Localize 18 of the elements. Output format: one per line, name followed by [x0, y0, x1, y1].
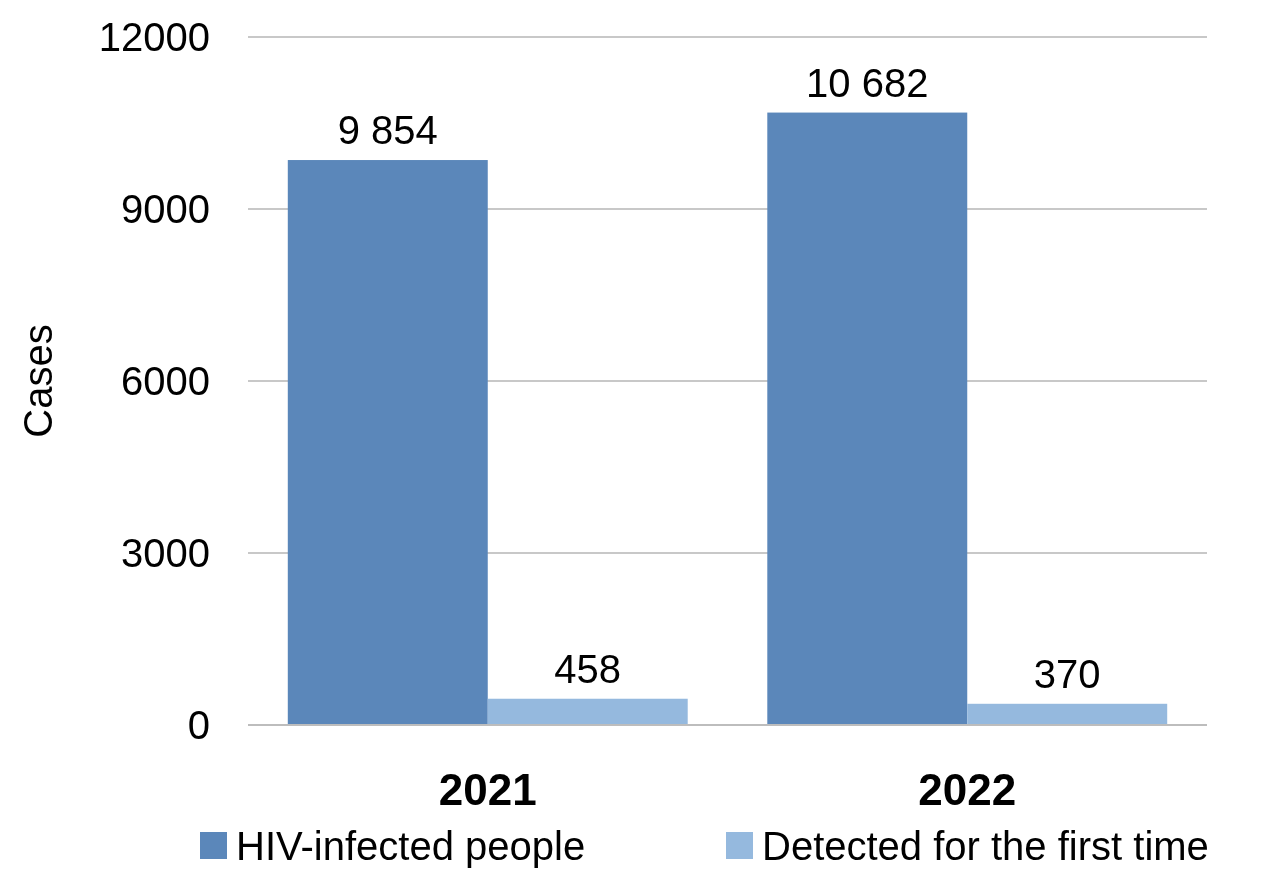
y-tick-label: 9000 — [121, 187, 210, 231]
data-label: 370 — [1033, 651, 1101, 696]
data-label: 10 682 — [806, 60, 929, 105]
y-axis-title: Cases — [16, 324, 60, 438]
x-tick-label: 2022 — [918, 765, 1017, 814]
bar — [967, 703, 1168, 725]
legend-label: HIV-infected people — [236, 824, 586, 868]
x-tick-label: 2021 — [438, 765, 537, 814]
y-tick-label: 6000 — [121, 359, 210, 403]
data-label: 458 — [554, 646, 622, 691]
y-tick-label: 3000 — [121, 531, 210, 575]
legend-label: Detected for the first time — [762, 824, 1209, 868]
bar — [487, 698, 688, 725]
bar — [287, 160, 488, 725]
y-tick-label: 0 — [187, 703, 210, 747]
data-label: 9 854 — [337, 108, 438, 153]
bar — [767, 112, 968, 725]
y-tick-label: 12000 — [98, 15, 210, 59]
